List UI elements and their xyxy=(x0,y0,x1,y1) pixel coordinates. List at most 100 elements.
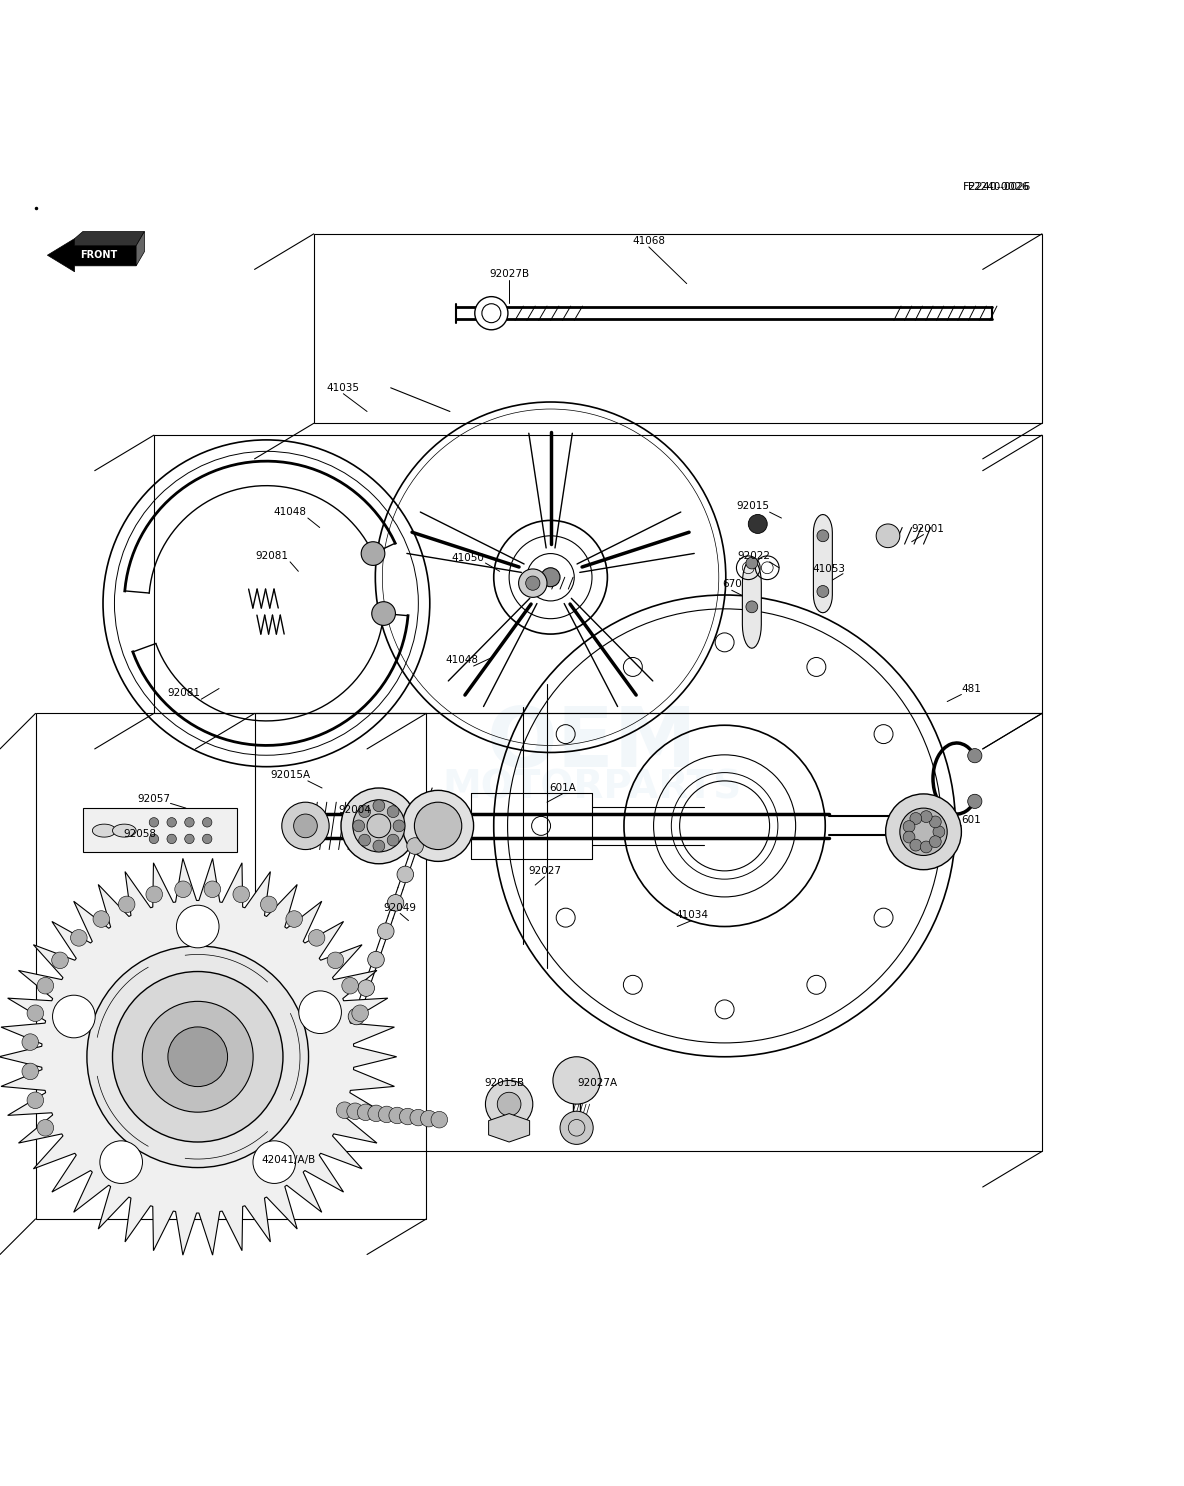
Text: 92015A: 92015A xyxy=(270,770,310,780)
Circle shape xyxy=(414,802,462,850)
Circle shape xyxy=(387,805,399,817)
Text: 92015: 92015 xyxy=(736,501,770,511)
Text: OEM: OEM xyxy=(487,703,697,783)
Circle shape xyxy=(900,808,947,856)
Circle shape xyxy=(403,791,474,862)
Text: 41068: 41068 xyxy=(632,236,665,247)
Circle shape xyxy=(929,835,941,847)
Polygon shape xyxy=(0,859,397,1256)
Text: 92057: 92057 xyxy=(137,794,170,804)
Text: 92001: 92001 xyxy=(912,523,945,533)
Text: 601: 601 xyxy=(961,814,980,825)
Circle shape xyxy=(910,813,921,825)
Text: 92022: 92022 xyxy=(738,551,771,560)
Circle shape xyxy=(336,1103,353,1119)
Circle shape xyxy=(233,886,250,902)
Circle shape xyxy=(372,602,395,626)
Circle shape xyxy=(387,895,404,911)
Polygon shape xyxy=(742,560,761,648)
Text: 41035: 41035 xyxy=(327,383,360,392)
Circle shape xyxy=(920,841,932,853)
Text: 92015B: 92015B xyxy=(484,1077,525,1088)
Circle shape xyxy=(167,834,176,844)
Text: 41050: 41050 xyxy=(451,553,484,563)
Circle shape xyxy=(118,896,135,912)
Text: 42041/A/B: 42041/A/B xyxy=(262,1155,316,1165)
Text: 92004: 92004 xyxy=(339,805,372,816)
Circle shape xyxy=(353,799,405,851)
Circle shape xyxy=(393,820,405,832)
Circle shape xyxy=(920,811,932,823)
Circle shape xyxy=(929,816,941,828)
Text: 41034: 41034 xyxy=(675,909,708,920)
Circle shape xyxy=(185,817,194,828)
Circle shape xyxy=(27,1005,44,1021)
Text: MOTORPARTS: MOTORPARTS xyxy=(443,768,741,807)
Circle shape xyxy=(185,834,194,844)
Circle shape xyxy=(358,979,374,997)
Circle shape xyxy=(368,951,385,967)
Text: 481: 481 xyxy=(961,684,980,694)
Polygon shape xyxy=(83,808,237,851)
Text: 92081: 92081 xyxy=(167,688,200,698)
Circle shape xyxy=(327,953,343,969)
Circle shape xyxy=(359,834,371,846)
Text: 41048: 41048 xyxy=(445,655,478,666)
Text: FRONT: FRONT xyxy=(79,250,117,260)
Circle shape xyxy=(903,831,915,843)
Polygon shape xyxy=(47,239,136,272)
Circle shape xyxy=(485,1080,533,1128)
Text: 92027: 92027 xyxy=(528,866,561,875)
Polygon shape xyxy=(75,232,144,245)
Circle shape xyxy=(359,805,371,817)
Circle shape xyxy=(71,930,88,947)
Circle shape xyxy=(168,1027,227,1086)
Circle shape xyxy=(420,1110,437,1126)
Circle shape xyxy=(308,930,324,947)
Circle shape xyxy=(253,1141,296,1183)
Circle shape xyxy=(886,794,961,869)
Circle shape xyxy=(348,1008,365,1025)
Circle shape xyxy=(910,840,921,851)
Circle shape xyxy=(407,838,424,854)
Circle shape xyxy=(379,1106,395,1123)
Circle shape xyxy=(903,820,915,832)
Circle shape xyxy=(373,799,385,811)
Circle shape xyxy=(817,585,829,597)
Circle shape xyxy=(112,972,283,1143)
Circle shape xyxy=(373,840,385,851)
Circle shape xyxy=(146,886,162,902)
Circle shape xyxy=(560,1112,593,1144)
Polygon shape xyxy=(112,825,136,837)
Circle shape xyxy=(22,1062,39,1080)
Circle shape xyxy=(497,1092,521,1116)
Circle shape xyxy=(260,896,277,912)
Text: F2240-0026: F2240-0026 xyxy=(964,181,1030,192)
Circle shape xyxy=(149,834,159,844)
Ellipse shape xyxy=(475,297,508,330)
Circle shape xyxy=(202,817,212,828)
Circle shape xyxy=(352,1005,368,1021)
Text: 92027B: 92027B xyxy=(489,269,529,279)
Text: 601A: 601A xyxy=(549,783,575,794)
Circle shape xyxy=(361,542,385,565)
Circle shape xyxy=(746,557,758,569)
Polygon shape xyxy=(813,514,832,612)
Circle shape xyxy=(149,817,159,828)
Circle shape xyxy=(294,814,317,838)
Circle shape xyxy=(27,1092,44,1109)
Circle shape xyxy=(176,905,219,948)
Circle shape xyxy=(202,834,212,844)
Text: 41053: 41053 xyxy=(812,565,845,574)
Text: 92027A: 92027A xyxy=(578,1077,618,1088)
Circle shape xyxy=(142,1002,253,1112)
Circle shape xyxy=(353,820,365,832)
Polygon shape xyxy=(136,232,144,266)
Circle shape xyxy=(417,810,433,826)
Circle shape xyxy=(876,525,900,548)
Circle shape xyxy=(86,947,309,1168)
Polygon shape xyxy=(92,825,116,837)
Circle shape xyxy=(387,834,399,846)
Circle shape xyxy=(342,978,359,994)
Circle shape xyxy=(388,1107,405,1123)
